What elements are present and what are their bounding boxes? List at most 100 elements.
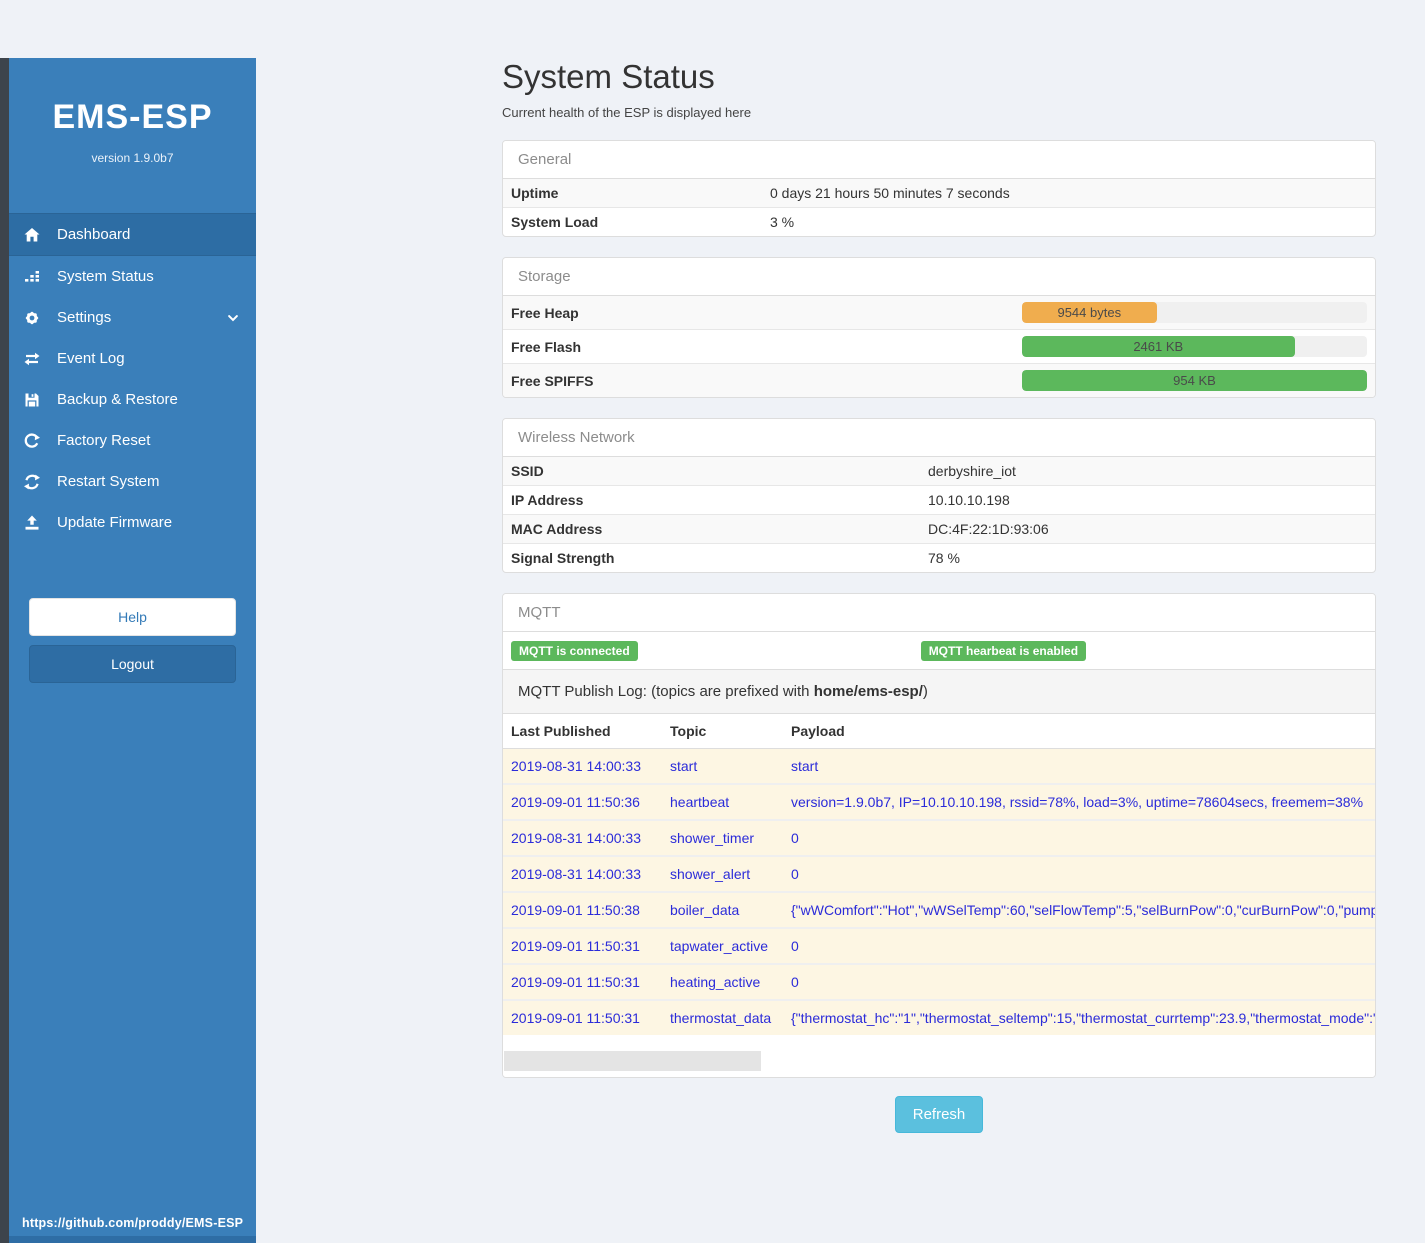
row-value: derbyshire_iot <box>928 463 1016 479</box>
exchange-icon <box>22 350 42 368</box>
row-value: 3 % <box>762 207 1375 236</box>
sidebar-item-update-firmware[interactable]: Update Firmware <box>9 502 256 543</box>
panel-general: General Uptime 0 days 21 hours 50 minutes… <box>502 140 1376 237</box>
row-label: Uptime <box>511 185 559 201</box>
row-label: System Load <box>503 207 762 236</box>
log-row: 2019-09-01 11:50:31 tapwater_active 0 <box>503 927 1375 964</box>
sidebar-item-factory-reset[interactable]: Factory Reset <box>9 420 256 461</box>
table-row: Signal Strength 78 % <box>503 543 1375 572</box>
sidebar-footer-strip <box>9 1236 256 1243</box>
publish-log-suffix: ) <box>922 683 928 700</box>
row-label: IP Address <box>503 485 920 515</box>
panel-storage-title: Storage <box>503 258 1375 296</box>
row-label: MAC Address <box>503 514 920 544</box>
cell-payload: {"wWComfort":"Hot","wWSelTemp":60,"selFl… <box>783 891 1375 928</box>
panel-wireless: Wireless Network SSID derbyshire_iot IP Ad… <box>502 418 1376 573</box>
cell-payload: {"thermostat_hc":"1","thermostat_seltemp… <box>783 999 1375 1035</box>
progress-fill: 9544 bytes <box>1022 302 1157 323</box>
cell-topic: shower_alert <box>662 855 783 892</box>
cell-last-published: 2019-09-01 11:50:31 <box>503 963 662 1000</box>
sidebar-item-backup-restore[interactable]: Backup & Restore <box>9 379 256 420</box>
panel-mqtt-title: MQTT <box>503 594 1375 632</box>
cell-topic: heating_active <box>662 963 783 1000</box>
panel-wireless-title: Wireless Network <box>503 419 1375 457</box>
log-column-header-topic: Topic <box>662 714 783 749</box>
save-icon <box>22 391 42 409</box>
sidebar-item-label: Dashboard <box>57 226 131 243</box>
sidebar-item-label: System Status <box>57 268 154 285</box>
page-subtitle: Current health of the ESP is displayed h… <box>502 105 752 120</box>
sidebar-item-event-log[interactable]: Event Log <box>9 338 256 379</box>
log-row: 2019-09-01 11:50:36 heartbeat version=1.9.… <box>503 783 1375 820</box>
table-row: IP Address 10.10.10.198 <box>503 485 1375 515</box>
log-row: 2019-09-01 11:50:38 boiler_data {"wWComfor… <box>503 891 1375 928</box>
cell-topic: start <box>662 748 783 784</box>
cell-topic: shower_timer <box>662 819 783 856</box>
cell-last-published: 2019-09-01 11:50:38 <box>503 891 662 928</box>
row-label: Free SPIFFS <box>503 363 1014 397</box>
storage-table: Free Heap 9544 bytes Free Flash 2461 KB Free… <box>503 296 1375 397</box>
app-title: EMS-ESP <box>52 98 213 136</box>
upload-icon <box>22 514 42 532</box>
logout-button[interactable]: Logout <box>29 645 236 683</box>
publish-log-prefix: MQTT Publish Log: (topics are prefixed w… <box>518 683 814 700</box>
sidebar-item-restart-system[interactable]: Restart System <box>9 461 256 502</box>
status-badge: MQTT hearbeat is enabled <box>920 641 1087 661</box>
table-row: Uptime 0 days 21 hours 50 minutes 7 secon… <box>503 179 1375 208</box>
sidebar-item-dashboard[interactable]: Dashboard <box>9 213 256 256</box>
main-content: System Status Current health of the ESP … <box>502 58 1376 1133</box>
help-button[interactable]: Help <box>29 598 236 636</box>
scrollbar-thumb[interactable] <box>504 1051 761 1071</box>
sidebar: EMS-ESP version 1.9.0b7 Dashboard System … <box>0 58 256 1243</box>
sidebar-item-system-status[interactable]: System Status <box>9 256 256 297</box>
cell-payload: 0 <box>783 855 1375 892</box>
mqtt-publish-log-label: MQTT Publish Log: (topics are prefixed w… <box>503 669 1375 714</box>
table-row: MAC Address DC:4F:22:1D:93:06 <box>503 514 1375 544</box>
row-value: 10.10.10.198 <box>920 485 1375 515</box>
progress-fill: 954 KB <box>1022 370 1367 391</box>
panel-general-title: General <box>503 141 1375 179</box>
cell-last-published: 2019-09-01 11:50:36 <box>503 783 662 820</box>
refresh-button[interactable]: Refresh <box>894 1096 984 1133</box>
github-link[interactable]: https://github.com/proddy/EMS-ESP <box>22 1216 244 1230</box>
cell-payload: version=1.9.0b7, IP=10.10.10.198, rssid=… <box>783 783 1375 820</box>
table-row: SSID derbyshire_iot <box>503 457 1375 486</box>
publish-log-topic-prefix: home/ems-esp/ <box>813 683 923 700</box>
row-value: 954 KB <box>1014 363 1375 397</box>
progress-track: 9544 bytes <box>1022 302 1367 323</box>
log-spacer <box>503 1035 1375 1049</box>
cell-payload: start <box>783 748 1375 784</box>
cell-topic: thermostat_data <box>662 999 783 1035</box>
table-row: Free Heap 9544 bytes <box>503 296 1375 330</box>
gear-icon <box>22 309 42 327</box>
cell-last-published: 2019-09-01 11:50:31 <box>503 999 662 1035</box>
row-label: Free Heap <box>511 304 579 321</box>
cell-payload: 0 <box>783 819 1375 856</box>
status-badge: MQTT is connected <box>511 641 638 661</box>
log-column-header-payload: Payload <box>783 714 1375 749</box>
home-icon <box>22 226 42 244</box>
row-label: SSID <box>511 463 544 479</box>
log-row: 2019-08-31 14:00:33 shower_timer 0 <box>503 819 1375 856</box>
table-row: Free Flash 2461 KB <box>503 329 1375 364</box>
cell-last-published: 2019-08-31 14:00:33 <box>503 855 662 892</box>
cell-last-published: 2019-09-01 11:50:31 <box>503 927 662 964</box>
panel-mqtt: MQTT MQTT is connected MQTT hearbeat is e… <box>502 593 1376 1078</box>
cell-payload: 0 <box>783 963 1375 1000</box>
log-row: 2019-08-31 14:00:33 start start <box>503 748 1375 784</box>
table-row: System Load 3 % <box>503 207 1375 236</box>
cell-last-published: 2019-08-31 14:00:33 <box>503 819 662 856</box>
horizontal-scrollbar[interactable] <box>503 1049 1375 1077</box>
sidebar-menu: Dashboard System Status Settings Event Log B… <box>9 213 256 543</box>
progress-track: 2461 KB <box>1022 336 1367 357</box>
row-value: 0 days 21 hours 50 minutes 7 seconds <box>770 185 1010 201</box>
mqtt-badges: MQTT is connected MQTT hearbeat is enable… <box>503 632 1375 669</box>
sidebar-item-settings[interactable]: Settings <box>9 297 256 338</box>
panel-storage: Storage Free Heap 9544 bytes Free Flash 246… <box>502 257 1376 398</box>
wireless-table: SSID derbyshire_iot IP Address 10.10.10.198… <box>503 457 1375 572</box>
table-row: Free SPIFFS 954 KB <box>503 363 1375 397</box>
log-row: 2019-09-01 11:50:31 thermostat_data {"ther… <box>503 999 1375 1035</box>
cell-topic: boiler_data <box>662 891 783 928</box>
sidebar-item-label: Factory Reset <box>57 432 151 449</box>
row-value: DC:4F:22:1D:93:06 <box>920 514 1375 544</box>
